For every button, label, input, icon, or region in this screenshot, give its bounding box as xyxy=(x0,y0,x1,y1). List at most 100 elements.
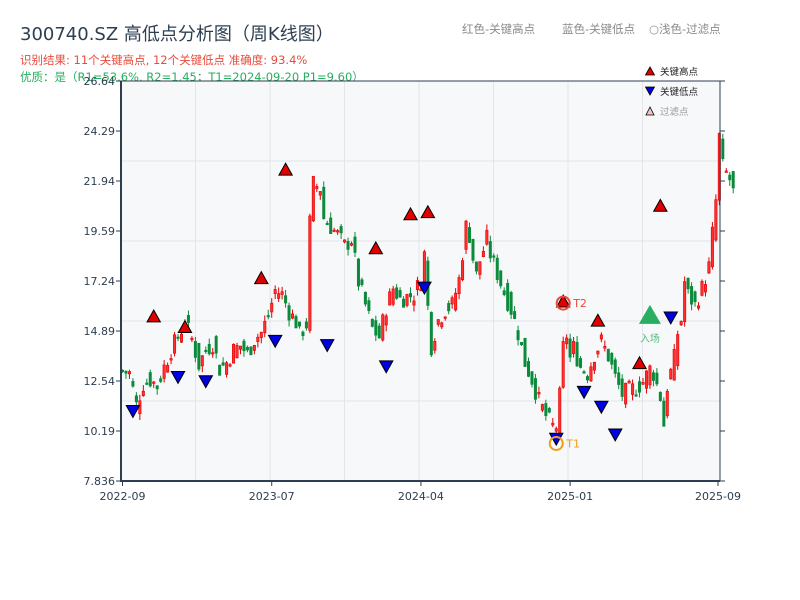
candle-up xyxy=(672,349,676,381)
key-low-marker xyxy=(378,360,394,374)
candle-down xyxy=(395,287,399,299)
candle-down xyxy=(155,385,159,390)
candle-up xyxy=(540,404,544,411)
entry-label: 入场 xyxy=(640,332,660,345)
candle-up xyxy=(454,292,458,311)
candle-up xyxy=(277,293,281,299)
candle-down xyxy=(353,236,357,253)
key-low-marker xyxy=(607,428,623,442)
candle-up xyxy=(308,215,312,331)
candle-down xyxy=(513,311,517,319)
axes: 7.836 10.19 12.54 14.89 17.24 19.59 21.94 24.29… xyxy=(84,75,741,503)
candle-down xyxy=(506,282,510,311)
candle-up xyxy=(436,319,440,325)
candle-down xyxy=(638,381,642,393)
candle-up xyxy=(665,390,669,417)
candle-down xyxy=(148,372,152,387)
candle-up xyxy=(162,364,166,379)
candle-up xyxy=(457,277,461,295)
candle-down xyxy=(398,290,402,298)
candle-down xyxy=(526,361,530,377)
candle-down xyxy=(301,331,305,337)
candle-up xyxy=(481,250,485,257)
candle-up xyxy=(127,371,131,375)
candle-down xyxy=(287,305,291,321)
candle-up xyxy=(697,305,701,309)
candle-down xyxy=(304,321,308,329)
key-high-marker xyxy=(403,206,419,221)
hint-blue-low: 蓝色-关键低点 xyxy=(562,22,636,36)
candle-up xyxy=(707,261,711,274)
x-tick-label: 2023-07 xyxy=(249,490,295,503)
candle-down xyxy=(377,325,381,339)
candle-down xyxy=(207,343,211,355)
key-high-marker xyxy=(652,198,668,212)
candle-down xyxy=(579,358,583,368)
candle-up xyxy=(169,358,173,361)
candle-up xyxy=(211,352,215,355)
candle-up xyxy=(405,294,409,306)
candle-up xyxy=(190,337,194,341)
candle-down xyxy=(284,295,288,304)
candle-down xyxy=(356,258,360,287)
candles xyxy=(121,132,735,439)
entry-marker xyxy=(638,304,661,324)
candle-up xyxy=(558,387,562,437)
candle-up xyxy=(259,332,263,338)
candle-down xyxy=(655,372,659,385)
candle-up xyxy=(415,280,419,291)
annotation-ring-t1 xyxy=(548,435,564,451)
candle-up xyxy=(273,289,277,295)
candle-up xyxy=(717,132,721,201)
candle-up xyxy=(311,176,315,222)
key-low-marker xyxy=(267,334,283,349)
y-tick-label: 10.19 xyxy=(84,425,116,438)
candle-down xyxy=(502,290,506,296)
candle-down xyxy=(242,340,246,352)
x-tick-label: 2022-09 xyxy=(100,490,146,503)
candle-up xyxy=(714,199,718,241)
candle-up xyxy=(228,364,232,367)
candle-down xyxy=(131,381,135,387)
candle-up xyxy=(631,383,635,395)
x-tick-label: 2024-04 xyxy=(398,490,444,503)
candle-up xyxy=(412,300,416,306)
y-tick-label: 7.836 xyxy=(84,475,116,488)
plot-area xyxy=(121,81,720,481)
candle-down xyxy=(176,336,180,339)
candle-up xyxy=(561,341,565,388)
key-low-marker xyxy=(548,432,564,447)
candle-down xyxy=(568,338,572,358)
candle-down xyxy=(363,291,367,305)
key-low-marker xyxy=(125,405,141,419)
candle-down xyxy=(145,382,149,385)
key-high-marker xyxy=(278,162,294,176)
candle-up xyxy=(592,362,596,371)
candle-up xyxy=(700,280,704,296)
candle-down xyxy=(662,400,666,427)
candle-up xyxy=(433,341,437,351)
candle-down xyxy=(509,292,513,315)
candle-down xyxy=(218,364,222,376)
candle-down xyxy=(429,311,433,356)
key-high-marker xyxy=(368,240,384,255)
candle-up xyxy=(627,380,631,384)
candle-down xyxy=(297,321,301,327)
key-low-marker xyxy=(663,311,679,325)
candle-up xyxy=(179,333,183,343)
candle-up xyxy=(173,334,177,354)
candle-up xyxy=(350,243,354,246)
candle-up xyxy=(291,313,295,319)
candle-up xyxy=(141,390,145,396)
candle-up xyxy=(238,345,242,350)
candle-up xyxy=(232,344,236,364)
candle-down xyxy=(523,337,527,367)
candle-down xyxy=(266,315,270,318)
key-low-marker xyxy=(170,371,186,385)
candle-up xyxy=(152,381,156,384)
candle-down xyxy=(204,349,208,352)
key-high-marker xyxy=(146,308,162,323)
candle-down xyxy=(214,336,218,354)
candle-up xyxy=(336,230,340,233)
